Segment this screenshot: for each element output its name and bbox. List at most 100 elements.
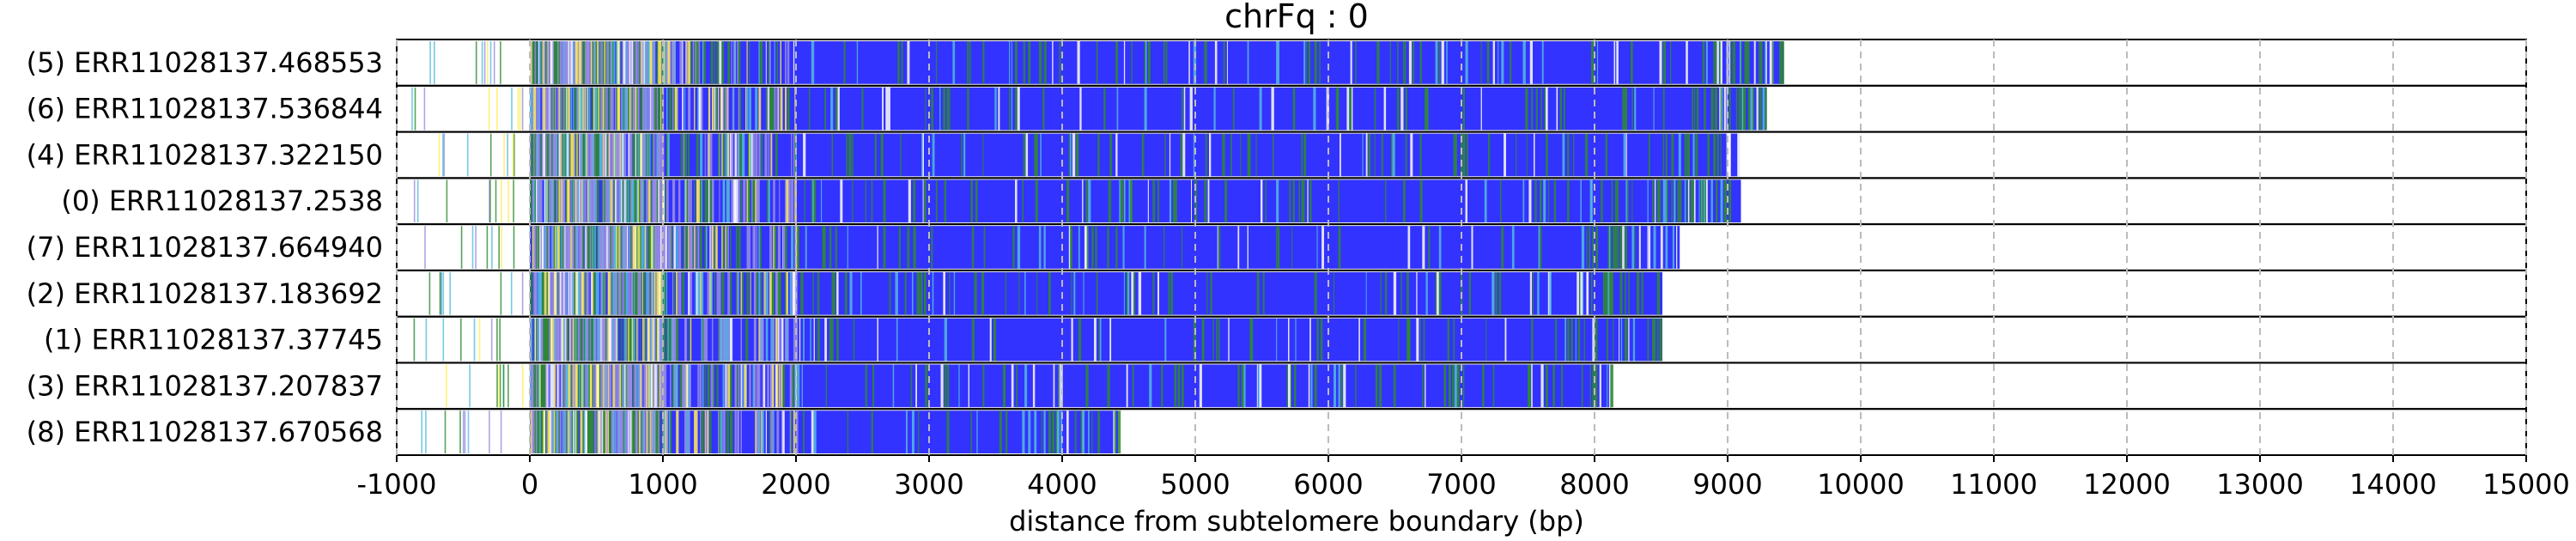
bar-stripe bbox=[557, 364, 559, 408]
bar-stripe bbox=[846, 133, 848, 177]
bar-stripe bbox=[580, 226, 582, 269]
leading-mark bbox=[511, 87, 513, 131]
bar-stripe bbox=[1656, 318, 1659, 362]
bar-stripe bbox=[653, 133, 655, 177]
bar-stripe bbox=[935, 41, 938, 84]
bar-stripe bbox=[574, 41, 576, 84]
bar-stripe bbox=[780, 364, 782, 408]
bar-stripe bbox=[1750, 87, 1753, 131]
bar-stripe bbox=[532, 87, 534, 131]
bar-stripe bbox=[1168, 271, 1170, 315]
bar-stripe bbox=[1555, 318, 1558, 362]
read-row: (2) ERR11028137.183692 bbox=[27, 269, 2527, 318]
bar-stripe bbox=[1447, 318, 1449, 362]
bar-stripe bbox=[696, 133, 698, 177]
bar-stripe bbox=[671, 226, 673, 269]
bar-stripe bbox=[1036, 133, 1038, 177]
bar-stripe bbox=[559, 226, 562, 269]
bar-stripe bbox=[1043, 226, 1046, 269]
bar-stripe bbox=[1376, 41, 1380, 84]
bar-stripe bbox=[700, 226, 702, 269]
bar-stripe bbox=[531, 133, 534, 177]
bar-stripe bbox=[580, 179, 581, 223]
bar-stripe bbox=[769, 271, 773, 315]
bar-stripe bbox=[1416, 271, 1418, 315]
bar-stripe bbox=[733, 87, 735, 131]
bar-stripe bbox=[1771, 41, 1774, 84]
bar-stripe bbox=[617, 133, 620, 177]
bar-stripe bbox=[1692, 179, 1694, 223]
bar-stripe bbox=[1546, 87, 1548, 131]
x-tick-label: 2000 bbox=[761, 468, 830, 501]
bar-stripe bbox=[1147, 179, 1149, 223]
bar-stripe bbox=[713, 226, 714, 269]
bar-stripe bbox=[654, 41, 656, 84]
bar-stripe bbox=[1145, 41, 1147, 84]
bar-stripe bbox=[647, 87, 649, 131]
bar-stripe bbox=[611, 179, 613, 223]
bar-stripe bbox=[812, 179, 815, 223]
bar-stripe bbox=[621, 179, 623, 223]
bar-stripe bbox=[1259, 87, 1262, 131]
bar-stripe bbox=[629, 318, 631, 362]
bar-stripe bbox=[546, 41, 549, 84]
x-tick-label: 14000 bbox=[2349, 468, 2437, 501]
bar-stripe bbox=[648, 226, 651, 269]
bar-stripe bbox=[531, 410, 533, 453]
bar-stripe bbox=[640, 410, 642, 453]
bar-stripe bbox=[1094, 318, 1097, 362]
bar-stripe bbox=[708, 364, 709, 408]
bar-stripe bbox=[1141, 133, 1145, 177]
bar-stripe bbox=[922, 133, 924, 177]
read-row: (5) ERR11028137.468553 bbox=[27, 39, 2527, 87]
bar-stripe bbox=[811, 41, 815, 84]
bar-stripe bbox=[1531, 318, 1534, 362]
bar-stripe bbox=[655, 87, 658, 131]
bar-stripe bbox=[666, 271, 668, 315]
bar-stripe bbox=[1144, 226, 1146, 269]
bar-stripe bbox=[721, 87, 723, 131]
bar-stripe bbox=[551, 318, 553, 362]
bar-stripe bbox=[628, 226, 629, 269]
bar-stripe bbox=[659, 410, 660, 453]
bar-stripe bbox=[542, 226, 544, 269]
bar-stripe bbox=[622, 87, 624, 131]
bar-stripe bbox=[946, 87, 950, 131]
bar-stripe bbox=[1107, 226, 1109, 269]
bar-stripe bbox=[707, 410, 709, 453]
bar-stripe bbox=[592, 364, 595, 408]
x-tick-label: 1000 bbox=[628, 468, 697, 501]
bar-stripe bbox=[613, 226, 617, 269]
bar-stripe bbox=[575, 318, 578, 362]
bar-stripe bbox=[817, 318, 820, 362]
bar-stripe bbox=[574, 133, 575, 177]
bar-stripe bbox=[653, 318, 655, 362]
bar-stripe bbox=[673, 364, 676, 408]
bar-stripe bbox=[641, 271, 643, 315]
bar-stripe bbox=[708, 87, 711, 131]
bar-stripe bbox=[648, 410, 650, 453]
bar-stripe bbox=[1659, 41, 1662, 84]
bar-stripe bbox=[1389, 41, 1391, 84]
bar-stripe bbox=[563, 87, 566, 131]
bar-stripe bbox=[595, 410, 598, 453]
bar-stripe bbox=[565, 41, 568, 84]
bar-stripe bbox=[547, 318, 550, 362]
bar-stripe bbox=[540, 179, 543, 223]
bar-stripe bbox=[1581, 364, 1583, 408]
bar-stripe bbox=[1546, 364, 1548, 408]
bar-stripe bbox=[569, 226, 571, 269]
bar-stripe bbox=[647, 41, 649, 84]
bar-stripe bbox=[767, 87, 769, 131]
bar-stripe bbox=[698, 87, 702, 131]
bar-stripe bbox=[1422, 226, 1425, 269]
bar-stripe bbox=[1272, 133, 1274, 177]
bar-stripe bbox=[1656, 271, 1660, 315]
bar-stripe bbox=[738, 271, 739, 315]
bar-stripe bbox=[738, 41, 741, 84]
bar-stripe bbox=[576, 226, 579, 269]
bar-stripe bbox=[1591, 41, 1595, 84]
bar-stripe bbox=[601, 87, 605, 131]
leading-mark bbox=[442, 271, 445, 315]
bar-stripe bbox=[648, 41, 651, 84]
